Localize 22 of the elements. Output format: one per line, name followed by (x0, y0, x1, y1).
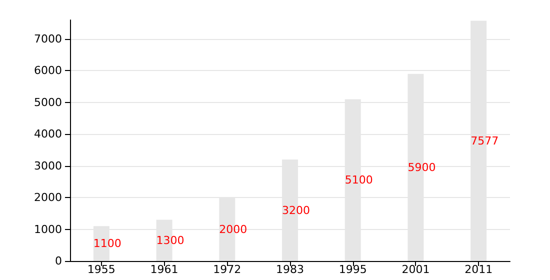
data-label: 7577 (470, 134, 499, 148)
x-tick-label: 2011 (464, 263, 493, 276)
y-tick-label: 5000 (34, 96, 62, 109)
x-tick-label: 1972 (213, 263, 242, 276)
y-tick-label: 7000 (34, 32, 62, 46)
data-label: 1300 (156, 234, 184, 247)
x-tick-label: 1955 (87, 263, 116, 276)
y-tick-label: 1000 (34, 222, 62, 236)
x-tick-label: 2001 (402, 263, 430, 276)
x-tick-label: 1961 (150, 263, 178, 276)
data-label: 5900 (408, 160, 436, 174)
y-tick-label: 3000 (34, 159, 62, 172)
data-label: 3200 (282, 204, 310, 217)
x-tick-label: 1983 (276, 263, 304, 276)
data-label: 1100 (93, 237, 122, 250)
y-tick-label: 0 (55, 254, 62, 268)
y-tick-label: 4000 (34, 128, 62, 141)
y-tick-label: 2000 (34, 191, 62, 204)
y-tick-label: 6000 (34, 64, 62, 78)
data-label: 2000 (219, 222, 248, 236)
x-tick-label: 1995 (338, 263, 367, 276)
data-label: 5100 (344, 174, 373, 187)
